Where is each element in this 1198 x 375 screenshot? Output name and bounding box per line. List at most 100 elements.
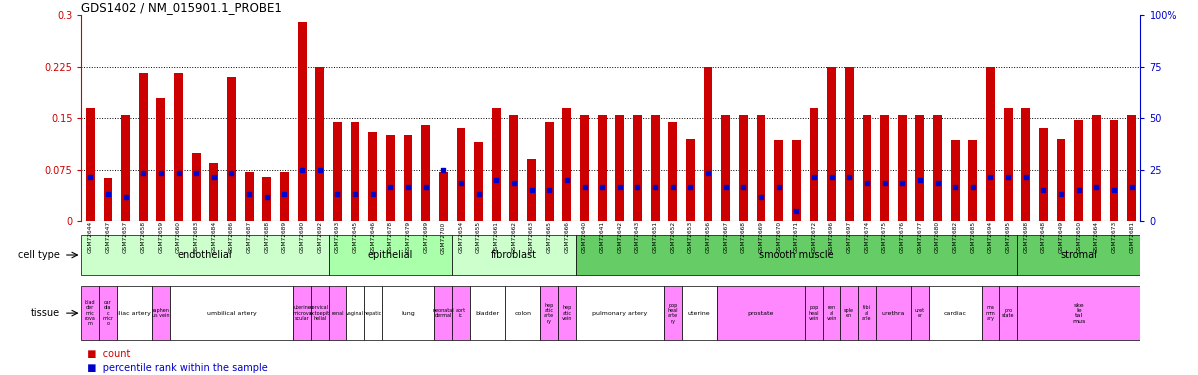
Point (804, 174, 823, 180)
Bar (1127, 115, 1136, 221)
Bar (139, 74, 147, 221)
Text: GSM72684: GSM72684 (211, 221, 217, 254)
Text: GSM72668: GSM72668 (740, 221, 746, 253)
Text: iliac artery: iliac artery (117, 310, 151, 316)
Bar (721, 115, 730, 221)
Bar (897, 115, 907, 221)
Point (1105, 188, 1124, 194)
Bar (545, 122, 553, 221)
Bar (228, 77, 236, 221)
Point (116, 194, 135, 200)
Text: GSM72666: GSM72666 (564, 221, 569, 253)
Point (240, 191, 259, 197)
Point (222, 170, 241, 176)
Point (875, 180, 894, 186)
Bar (368, 132, 377, 221)
Bar (716, 286, 805, 340)
Point (787, 208, 806, 214)
Text: pro
state: pro state (1002, 308, 1015, 318)
Text: GSM72698: GSM72698 (1023, 221, 1028, 254)
Bar (294, 286, 311, 340)
Text: GSM72641: GSM72641 (600, 221, 605, 253)
Bar (86, 108, 95, 221)
Bar (682, 286, 716, 340)
Point (399, 184, 418, 190)
Point (751, 194, 770, 200)
Bar (404, 135, 412, 221)
Bar (386, 135, 395, 221)
Text: GSM72682: GSM72682 (952, 221, 957, 254)
Text: GSM72642: GSM72642 (617, 221, 622, 254)
Bar (152, 286, 170, 340)
Text: ske
le
tal
mus: ske le tal mus (1072, 303, 1085, 324)
Point (187, 170, 206, 176)
Bar (438, 172, 448, 221)
Text: GSM72643: GSM72643 (635, 221, 640, 254)
Text: GSM72667: GSM72667 (724, 221, 728, 253)
Bar (668, 122, 677, 221)
Point (345, 191, 364, 197)
Bar (1039, 128, 1048, 221)
Bar (157, 98, 165, 221)
Text: hepatic: hepatic (363, 310, 382, 316)
Bar (452, 235, 576, 275)
Point (134, 170, 153, 176)
Text: aort
ic: aort ic (456, 308, 466, 318)
Point (733, 184, 754, 190)
Text: umbilical artery: umbilical artery (206, 310, 256, 316)
Bar (910, 286, 928, 340)
Bar (686, 139, 695, 221)
Bar (474, 142, 483, 221)
Text: GSM72675: GSM72675 (882, 221, 887, 254)
Text: GSM72687: GSM72687 (247, 221, 252, 254)
Bar (576, 235, 1017, 275)
Text: ■  count: ■ count (81, 350, 131, 359)
Text: renal: renal (331, 310, 344, 316)
Bar (774, 140, 783, 221)
Text: ■  percentile rank within the sample: ■ percentile rank within the sample (81, 363, 268, 373)
Bar (381, 286, 435, 340)
Bar (881, 115, 889, 221)
Text: ren
al
vein: ren al vein (827, 305, 836, 321)
Bar (244, 172, 254, 221)
Text: GSM72672: GSM72672 (811, 221, 817, 254)
Point (716, 184, 736, 190)
Text: hep
atic
vein: hep atic vein (562, 305, 571, 321)
Text: neonatal
dermal: neonatal dermal (432, 308, 454, 318)
Bar (210, 163, 218, 221)
Text: car
dia
c
micr
o: car dia c micr o (103, 300, 114, 326)
Text: GSM72651: GSM72651 (653, 221, 658, 253)
Text: GSM72683: GSM72683 (194, 221, 199, 254)
Point (575, 184, 594, 190)
Bar (915, 115, 925, 221)
Bar (422, 125, 430, 221)
Bar (651, 115, 660, 221)
Bar (1004, 108, 1012, 221)
Text: sple
en: sple en (845, 308, 854, 318)
Text: GSM72695: GSM72695 (1005, 221, 1011, 254)
Text: uterine
microva
scular: uterine microva scular (292, 305, 311, 321)
Point (416, 184, 435, 190)
Bar (558, 286, 576, 340)
Text: GSM72679: GSM72679 (405, 221, 411, 254)
Point (539, 188, 558, 194)
Point (310, 166, 329, 172)
Point (504, 180, 524, 186)
Bar (346, 286, 364, 340)
Bar (315, 67, 325, 221)
Text: GSM72649: GSM72649 (1059, 221, 1064, 254)
Point (610, 184, 629, 190)
Text: GSM72681: GSM72681 (1130, 221, 1135, 253)
Bar (805, 286, 823, 340)
Text: cervical
ectoepit
helial: cervical ectoepit helial (310, 305, 329, 321)
Bar (616, 115, 624, 221)
Text: GSM72656: GSM72656 (706, 221, 710, 253)
Point (151, 170, 170, 176)
Bar (810, 108, 818, 221)
Bar (928, 286, 981, 340)
Point (1123, 184, 1142, 190)
Bar (364, 286, 381, 340)
Bar (1022, 108, 1030, 221)
Bar (435, 286, 452, 340)
Bar (351, 122, 359, 221)
